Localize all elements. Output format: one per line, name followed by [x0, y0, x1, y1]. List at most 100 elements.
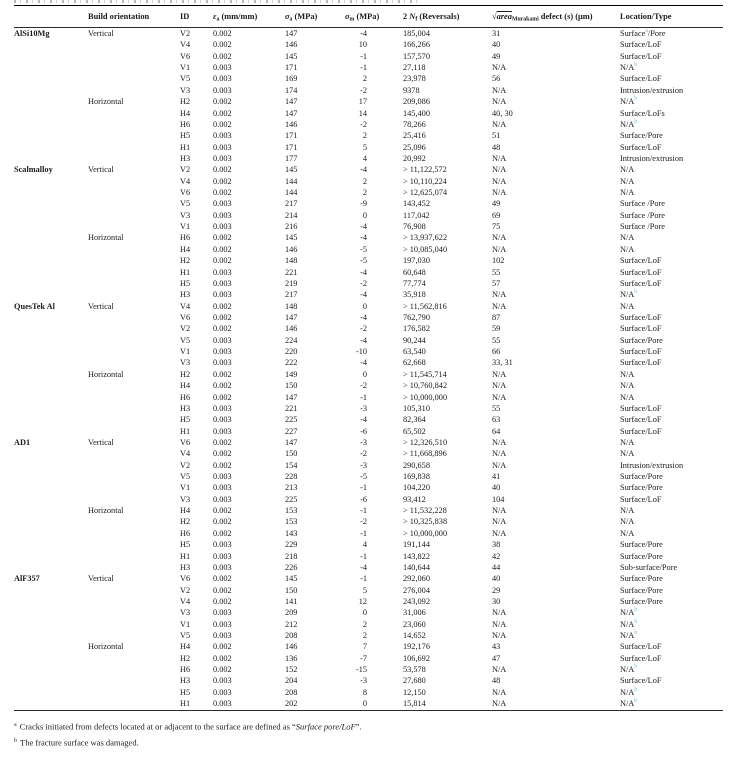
cell-alloy	[14, 562, 88, 573]
table-row: H3 0.003 226 -4 140,644 44 Sub-surface/Pore	[14, 562, 723, 573]
cell-reversals: 290,658	[403, 460, 430, 470]
cell-location-type: Surface/LoF	[620, 278, 662, 288]
table-row: H5 0.003 208 8 12,150 N/A N/Ab	[14, 687, 723, 698]
cell-alloy	[14, 210, 88, 221]
cell-alloy	[14, 380, 88, 391]
cell-stress-amplitude: 145	[285, 574, 298, 584]
cell-strain-amplitude: 0.003	[213, 403, 232, 413]
table-row: H4 0.002 146 -5 > 10,085,040 N/A N/A	[14, 244, 723, 255]
cell-stress-amplitude: 171	[285, 131, 298, 141]
cell-reversals: 90,244	[403, 335, 426, 345]
cell-strain-amplitude: 0.003	[213, 551, 232, 561]
cell-location-type: N/A	[620, 506, 635, 516]
cell-reversals: 191,144	[403, 540, 430, 550]
cell-alloy	[14, 130, 88, 141]
cell-mean-stress: -4	[360, 233, 367, 243]
cell-defect-size: N/A	[492, 449, 507, 459]
cell-stress-amplitude: 141	[285, 596, 298, 606]
cell-mean-stress: 2	[362, 619, 367, 629]
cell-defect-size: N/A	[492, 233, 507, 243]
cell-reversals: 185,004	[403, 29, 430, 38]
table-row: H3 0.003 204 -3 27,680 48 Surface/LoF	[14, 675, 723, 686]
cell-location-type: N/Ab	[620, 62, 638, 73]
cell-strain-amplitude: 0.003	[213, 74, 232, 84]
cell-strain-amplitude: 0.003	[213, 540, 232, 550]
cell-alloy	[14, 607, 88, 618]
cell-defect-size: 59	[492, 324, 501, 334]
table-row: AD1 Vertical V6 0.002 147 -3 > 12,326,510 N/A N/…	[14, 437, 723, 448]
cell-location-type: N/A	[620, 176, 635, 186]
cell-build-orientation: Horizontal	[88, 97, 124, 107]
cell-stress-amplitude: 169	[285, 74, 298, 84]
cell-reversals: 65,502	[403, 426, 426, 436]
cell-location-type: Surface/Pore	[620, 540, 663, 550]
cell-build-orientation	[88, 380, 180, 391]
cell-strain-amplitude: 0.002	[213, 642, 232, 652]
cell-stress-amplitude: 150	[285, 381, 298, 391]
footnote-reference: b	[634, 664, 638, 671]
table-row: H6 0.002 152 -15 53,578 N/A N/Ab	[14, 664, 723, 675]
cell-defect-size: 48	[492, 142, 501, 152]
cell-alloy	[14, 278, 88, 289]
footnote-reference: b	[634, 607, 638, 614]
cell-defect-size: 33, 31	[492, 358, 513, 368]
cell-defect-size: 44	[492, 562, 501, 572]
cell-specimen-id: V1	[180, 347, 191, 357]
cell-reversals: 62,668	[403, 358, 426, 368]
cell-mean-stress: -7	[360, 653, 367, 663]
cell-strain-amplitude: 0.002	[213, 369, 232, 379]
cell-mean-stress: -4	[360, 165, 367, 175]
cell-specimen-id: V3	[180, 608, 191, 618]
cell-reversals: 143,452	[403, 199, 430, 209]
cell-specimen-id: V4	[180, 301, 191, 311]
cell-reversals: 117,042	[403, 210, 430, 220]
cell-alloy	[14, 73, 88, 84]
cell-alloy	[14, 585, 88, 596]
cell-defect-size: 49	[492, 199, 501, 209]
table-row: V2 0.002 146 -2 176,582 59 Surface/LoF	[14, 323, 723, 334]
cell-specimen-id: H2	[180, 256, 191, 266]
cell-strain-amplitude: 0.002	[213, 97, 232, 107]
cell-alloy	[14, 505, 88, 516]
cell-specimen-id: V6	[180, 312, 191, 322]
cell-specimen-id: V4	[180, 596, 191, 606]
cell-location-type: Surface/LoF	[620, 51, 662, 61]
cell-mean-stress: -4	[360, 415, 367, 425]
cell-build-orientation	[88, 142, 180, 153]
table-row: H5 0.003 219 -2 77,774 57 Surface/LoF	[14, 278, 723, 289]
cell-reversals: > 10,000,000	[403, 528, 448, 538]
cell-specimen-id: H6	[180, 119, 191, 129]
table-row: H2 0.002 136 -7 106,692 47 Surface/LoF	[14, 653, 723, 664]
table-row: V3 0.003 225 -6 93,412 104 Surface/LoF	[14, 494, 723, 505]
table-row: Horizontal H4 0.002 146 7 192,176 43 Surface/Lo…	[14, 641, 723, 652]
cell-reversals: 31,006	[403, 608, 426, 618]
cell-stress-amplitude: 143	[285, 528, 298, 538]
cell-location-type: Surface/LoF	[620, 676, 662, 686]
cell-specimen-id: V1	[180, 222, 191, 232]
cell-reversals: 166,266	[403, 40, 430, 50]
cell-stress-amplitude: 171	[285, 142, 298, 152]
cell-stress-amplitude: 154	[285, 460, 298, 470]
footnote-reference: a	[645, 28, 648, 34]
table-row: V3 0.003 214 0 117,042 69 Surface /Pore	[14, 210, 723, 221]
cell-build-orientation	[88, 675, 180, 686]
sigma-symbol: σ	[345, 12, 350, 21]
cell-alloy	[14, 119, 88, 130]
cell-defect-size: N/A	[492, 63, 507, 73]
cell-alloy	[14, 664, 88, 675]
cell-build-orientation: Horizontal	[88, 233, 124, 243]
cell-stress-amplitude: 208	[285, 631, 298, 641]
cell-location-type: Surface/Pore	[620, 131, 663, 141]
table-row: H3 0.003 221 -3 105,310 55 Surface/LoF	[14, 403, 723, 414]
cell-reversals: > 10,085,040	[403, 244, 448, 254]
table-row: H2 0.002 153 -2 > 10,325,838 N/A N/A	[14, 516, 723, 527]
cell-mean-stress: -4	[360, 222, 367, 232]
cell-build-orientation	[88, 551, 180, 562]
cell-alloy	[14, 369, 88, 380]
cell-specimen-id: V5	[180, 472, 191, 482]
cell-defect-size: N/A	[492, 290, 507, 300]
cell-stress-amplitude: 217	[285, 199, 298, 209]
cell-stress-amplitude: 147	[285, 97, 298, 107]
cell-reversals: 276,004	[403, 585, 430, 595]
cell-strain-amplitude: 0.002	[213, 517, 232, 527]
